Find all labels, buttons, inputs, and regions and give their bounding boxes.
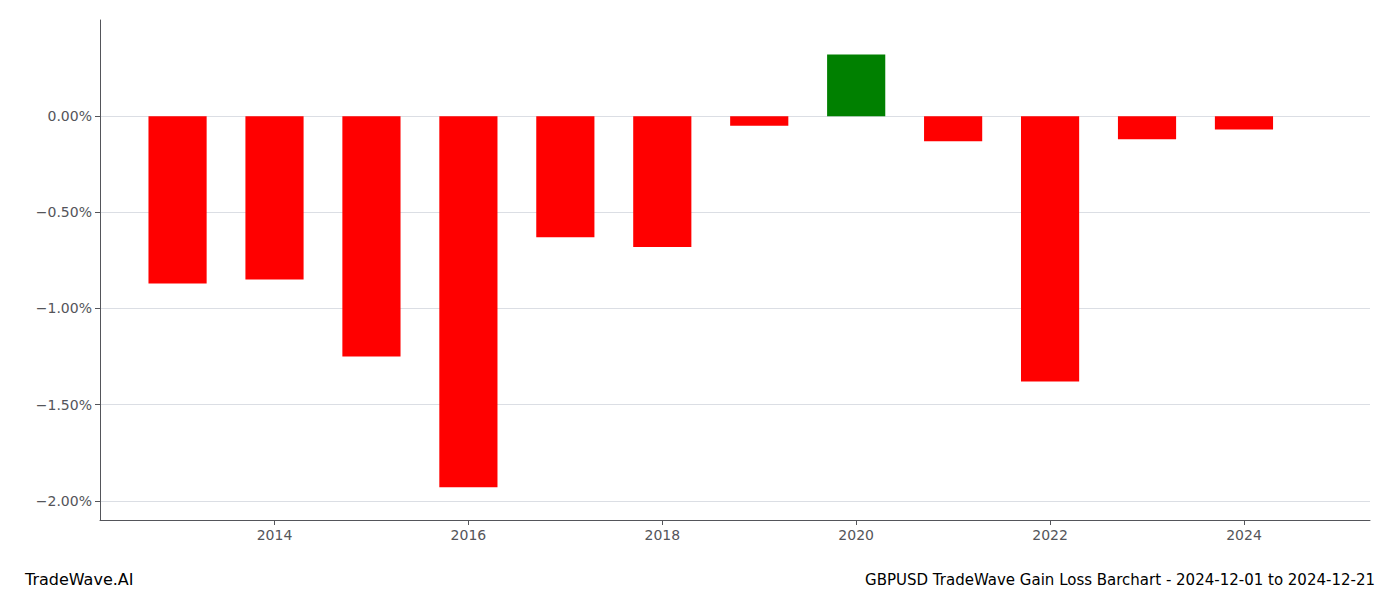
svg-text:2022: 2022 <box>1032 527 1068 543</box>
svg-text:−1.50%: −1.50% <box>36 397 92 413</box>
svg-text:2014: 2014 <box>257 527 293 543</box>
svg-text:TradeWave.AI: TradeWave.AI <box>24 570 133 589</box>
svg-text:−1.00%: −1.00% <box>36 300 92 316</box>
svg-text:GBPUSD TradeWave Gain Loss Bar: GBPUSD TradeWave Gain Loss Barchart - 20… <box>865 571 1375 589</box>
svg-text:−0.50%: −0.50% <box>36 204 92 220</box>
svg-text:2020: 2020 <box>838 527 874 543</box>
svg-text:2024: 2024 <box>1226 527 1262 543</box>
svg-text:−2.00%: −2.00% <box>36 493 92 509</box>
svg-text:0.00%: 0.00% <box>48 108 92 124</box>
svg-text:2016: 2016 <box>451 527 487 543</box>
svg-text:2018: 2018 <box>644 527 680 543</box>
